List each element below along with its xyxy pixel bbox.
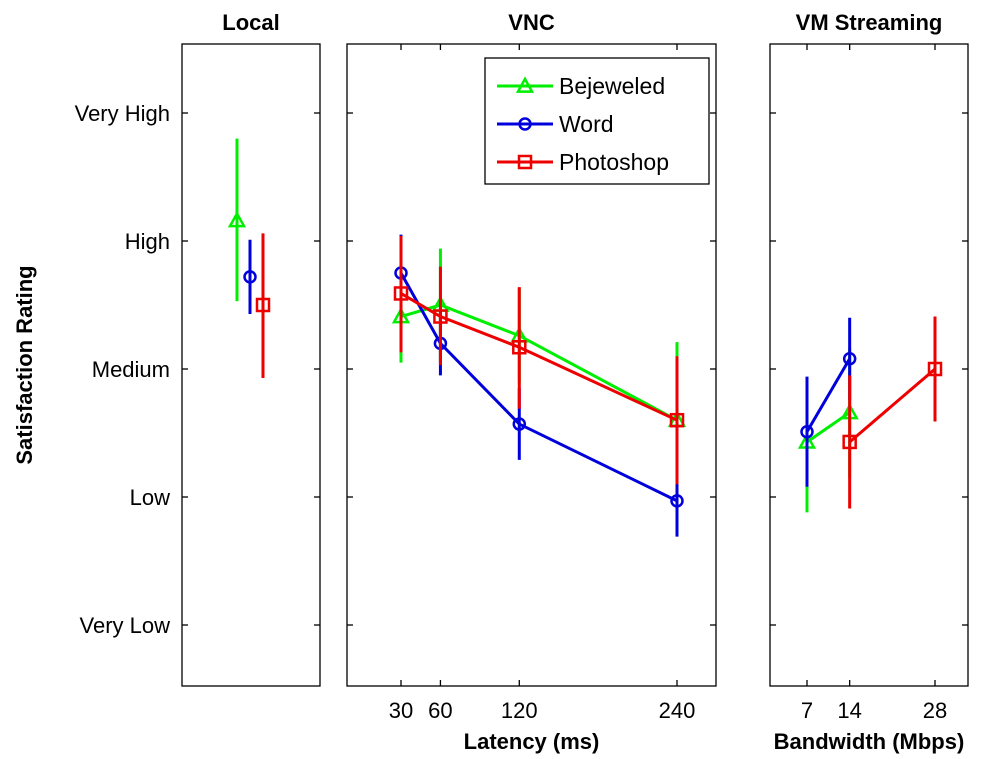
panel-frame-local <box>181 43 321 687</box>
x-axis-label-vnc: Latency (ms) <box>464 729 600 754</box>
x-tick-label-vnc-30: 30 <box>389 698 413 723</box>
series-vnc-word <box>394 234 684 537</box>
series-line <box>805 358 851 433</box>
legend-label-bejeweled: Bejeweled <box>559 73 665 99</box>
x-axis-label-vm-streaming: Bandwidth (Mbps) <box>774 729 965 754</box>
series-vnc-photoshop <box>393 235 685 485</box>
series-local-word <box>243 239 257 314</box>
panel-frames <box>181 43 969 687</box>
legend-label-photoshop: Photoshop <box>559 149 669 175</box>
y-tick-label-medium: Medium <box>92 357 170 382</box>
series-vm-streaming-photoshop <box>842 316 943 509</box>
series-vnc-bejeweled <box>391 248 687 500</box>
series-line <box>400 292 678 422</box>
series-line <box>848 367 936 444</box>
panel-frame-vm-streaming <box>769 43 969 687</box>
data-point <box>512 339 527 355</box>
y-axis-label: Satisfaction Rating <box>12 265 37 464</box>
text-layer: Very Low Low Medium High Very High Satisfacti… <box>12 10 964 754</box>
y-tick-label-high: High <box>125 229 170 254</box>
panel-title-vnc: VNC <box>508 10 555 35</box>
x-tick-label-vnc-60: 60 <box>428 698 452 723</box>
x-tick-label-vm-streaming-28: 28 <box>923 698 947 723</box>
data-point <box>670 494 684 508</box>
data-layer <box>227 138 943 537</box>
legend-marker-photoshop <box>517 154 533 170</box>
y-tick-label-very-high: Very High <box>75 101 170 126</box>
legend: Bejeweled Word Photoshop <box>484 57 710 185</box>
data-point <box>255 297 271 313</box>
data-point <box>512 417 527 431</box>
data-point <box>227 210 247 228</box>
series-local-bejeweled <box>227 138 247 302</box>
panel-frame-vnc <box>346 43 717 687</box>
series-vm-streaming-word <box>800 317 857 487</box>
legend-marker-word <box>518 117 532 131</box>
series-line <box>399 272 678 503</box>
data-point <box>842 434 857 450</box>
x-tick-label-vm-streaming-7: 7 <box>801 698 813 723</box>
data-point <box>927 361 943 377</box>
y-tick-label-very-low: Very Low <box>80 613 171 638</box>
y-tick-label-low: Low <box>130 485 170 510</box>
data-point <box>800 424 814 439</box>
data-point <box>842 352 857 366</box>
data-point <box>669 412 685 428</box>
series-local-photoshop <box>255 233 271 378</box>
x-tick-label-vnc-240: 240 <box>659 698 696 723</box>
x-tick-label-vm-streaming-14: 14 <box>837 698 861 723</box>
legend-marker-bejeweled <box>515 76 535 93</box>
legend-label-word: Word <box>559 111 614 137</box>
data-point <box>393 286 409 301</box>
panel-title-vm-streaming: VM Streaming <box>796 10 943 35</box>
panel-title-local: Local <box>222 10 279 35</box>
x-tick-label-vnc-120: 120 <box>501 698 538 723</box>
data-point <box>433 309 448 324</box>
data-point <box>243 270 257 284</box>
